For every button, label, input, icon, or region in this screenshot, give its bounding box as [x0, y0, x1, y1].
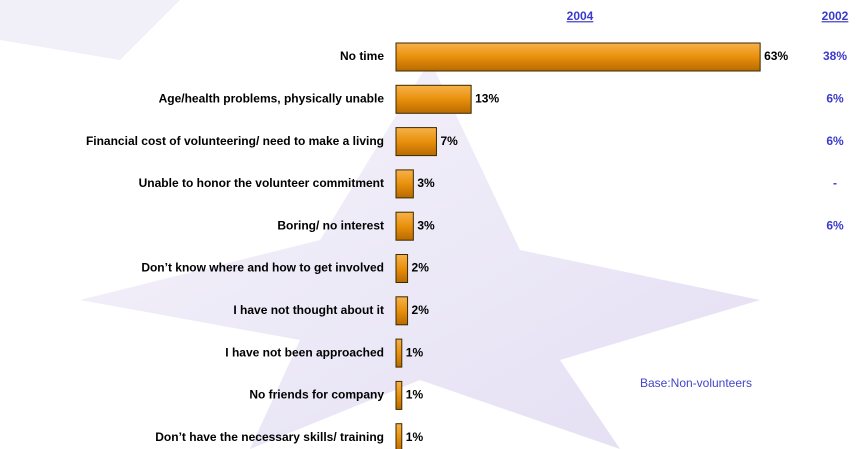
value-label: 13%	[475, 91, 499, 105]
value-label: 1%	[406, 388, 424, 402]
value-label: 7%	[440, 134, 458, 148]
value-label-2002: 6%	[826, 134, 844, 148]
category-label: Don’t know where and how to get involved	[141, 261, 384, 275]
value-label: 3%	[417, 176, 435, 190]
bar	[395, 127, 437, 157]
value-label-2002: 38%	[823, 49, 847, 63]
value-label-2002: 6%	[826, 91, 844, 105]
category-label: Boring/ no interest	[277, 218, 384, 232]
value-label: 2%	[412, 261, 430, 275]
category-label: Financial cost of volunteering/ need to …	[86, 134, 384, 148]
category-label: I have not thought about it	[233, 303, 384, 317]
value-label-2002: -	[833, 176, 837, 190]
bar	[395, 423, 403, 449]
annotation: Base:Non-volunteers	[640, 376, 752, 390]
category-label: Unable to honor the volunteer commitment	[139, 176, 384, 190]
category-label: I have not been approached	[225, 345, 384, 359]
category-label: Don’t have the necessary skills/ trainin…	[155, 430, 384, 444]
bar	[395, 169, 414, 199]
bar	[395, 84, 472, 114]
bar	[395, 380, 403, 410]
background-star	[0, 0, 760, 449]
series-header: 2002	[822, 9, 849, 23]
bar	[395, 42, 761, 72]
value-label-2002: 6%	[826, 218, 844, 232]
bar	[395, 211, 414, 241]
value-label: 1%	[406, 345, 424, 359]
bar	[395, 296, 409, 326]
series-header: 2004	[567, 9, 594, 23]
category-label: Age/health problems, physically unable	[159, 91, 385, 105]
value-label: 3%	[417, 218, 435, 232]
bar	[395, 254, 409, 283]
bar	[395, 338, 403, 368]
value-label: 2%	[412, 303, 430, 317]
value-label: 63%	[764, 49, 788, 63]
value-label: 1%	[406, 430, 424, 444]
category-label: No friends for company	[249, 388, 384, 402]
category-label: No time	[340, 49, 384, 63]
